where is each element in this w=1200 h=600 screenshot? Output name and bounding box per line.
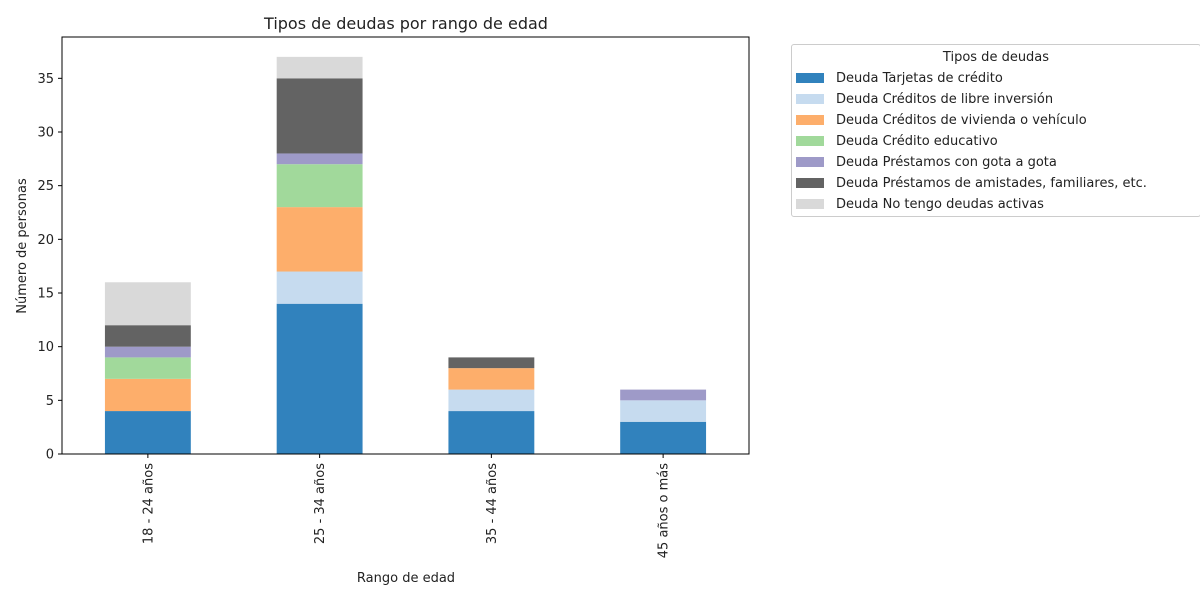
bars-layer <box>104 56 707 454</box>
legend-label: Deuda Préstamos de amistades, familiares… <box>836 175 1147 191</box>
legend-label: Deuda Crédito educativo <box>836 133 998 149</box>
y-tick-label: 0 <box>46 448 54 463</box>
bar-segment-3-6 <box>448 357 535 369</box>
y-axis-ticks: 0 5 10 15 20 25 30 35 <box>37 72 62 463</box>
bar-segment-2-7 <box>276 56 363 79</box>
legend-label: Deuda Créditos de vivienda o vehículo <box>836 112 1087 128</box>
bar-segment-2-6 <box>276 78 363 154</box>
chart-title: Tipos de deudas por rango de edad <box>263 14 548 33</box>
y-tick-label: 20 <box>37 233 54 248</box>
legend-swatch <box>796 178 824 188</box>
y-tick-label: 30 <box>37 125 54 140</box>
bar-segment-4-1 <box>620 421 707 454</box>
y-axis-label: Número de personas <box>15 178 30 314</box>
bar-segment-2-2 <box>276 271 363 304</box>
plot-area-frame <box>61 36 750 455</box>
y-tick-label: 5 <box>46 394 54 409</box>
legend-item: Deuda No tengo deudas activas <box>796 194 1044 214</box>
bar-segment-4-2 <box>620 400 707 422</box>
bar-segment-4-5 <box>620 389 707 401</box>
x-tick-label: 35 - 44 años <box>485 463 500 544</box>
bar-segment-3-2 <box>448 389 535 412</box>
legend-label: Deuda Préstamos con gota a gota <box>836 154 1057 170</box>
legend-swatch <box>796 199 824 209</box>
bar-segment-1-6 <box>104 325 191 347</box>
legend-item: Deuda Crédito educativo <box>796 131 998 151</box>
y-tick-label: 15 <box>37 286 54 301</box>
legend-item: Deuda Créditos de vivienda o vehículo <box>796 110 1087 130</box>
y-tick-label: 35 <box>37 72 54 87</box>
legend-label: Deuda Tarjetas de crédito <box>836 70 1003 86</box>
bar-segment-1-4 <box>104 357 191 379</box>
legend-swatch <box>796 94 824 104</box>
legend-swatch <box>796 115 824 125</box>
bar-segment-2-4 <box>276 164 363 208</box>
legend: Tipos de deudas Deuda Tarjetas de crédit… <box>791 44 1200 217</box>
bar-segment-1-5 <box>104 346 191 358</box>
legend-swatch <box>796 136 824 146</box>
legend-swatch <box>796 157 824 167</box>
y-tick-label: 10 <box>37 340 54 355</box>
bar-segment-1-3 <box>104 378 191 412</box>
bar-segment-2-3 <box>276 207 363 272</box>
legend-label: Deuda No tengo deudas activas <box>836 196 1044 212</box>
legend-label: Deuda Créditos de libre inversión <box>836 91 1054 107</box>
x-tick-label: 18 - 24 años <box>141 463 156 544</box>
bar-segment-1-1 <box>104 411 191 454</box>
bar-segment-1-7 <box>104 282 191 326</box>
x-axis-ticks: 18 - 24 años 25 - 34 años 35 - 44 años 45 a… <box>141 454 672 558</box>
x-axis-label: Rango de edad <box>357 571 455 586</box>
bar-segment-3-1 <box>448 411 535 454</box>
x-tick-label: 45 años o más <box>657 463 672 558</box>
legend-swatch <box>796 73 824 83</box>
bar-segment-3-3 <box>448 368 535 390</box>
legend-item: Deuda Tarjetas de crédito <box>796 68 1003 88</box>
bar-segment-2-1 <box>276 303 363 454</box>
y-tick-label: 25 <box>37 179 54 194</box>
bar-segment-2-5 <box>276 153 363 165</box>
legend-item: Deuda Préstamos de amistades, familiares… <box>796 173 1147 193</box>
legend-item: Deuda Préstamos con gota a gota <box>796 152 1057 172</box>
x-tick-label: 25 - 34 años <box>313 463 328 544</box>
legend-item: Deuda Créditos de libre inversión <box>796 89 1053 109</box>
legend-title: Tipos de deudas <box>942 50 1050 65</box>
